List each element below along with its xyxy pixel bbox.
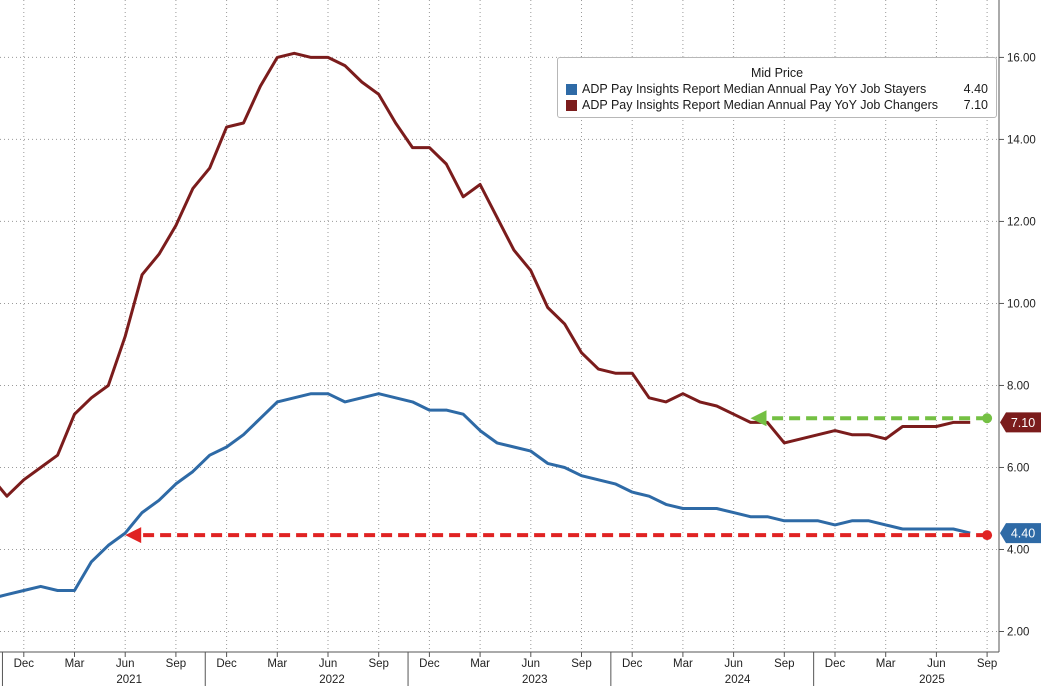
- legend-swatch-job-stayers: [566, 84, 577, 95]
- x-tick-label: Dec: [622, 658, 643, 670]
- last-value-badge: [1000, 523, 1041, 544]
- year-label: 2024: [725, 674, 751, 686]
- x-tick-label: Mar: [673, 658, 693, 670]
- last-value-tag-job-changers: 7.10: [1000, 412, 1041, 433]
- x-tick-label: Dec: [216, 658, 237, 670]
- red-arrow-head: [125, 527, 142, 544]
- x-tick-label: Jun: [116, 658, 135, 670]
- series-line-job-changers: [0, 51, 971, 498]
- x-tick-label: Sep: [571, 658, 591, 670]
- year-label: 2023: [522, 674, 548, 686]
- x-tick-label: Sep: [774, 658, 794, 670]
- year-label: 2022: [319, 674, 345, 686]
- x-tick-label: Mar: [470, 658, 490, 670]
- x-tick-label: Mar: [65, 658, 85, 670]
- year-label: 2025: [919, 674, 945, 686]
- legend-title: Mid Price: [750, 66, 804, 80]
- red-arrow-origin-dot: [982, 530, 993, 541]
- annotation-layer: [125, 410, 993, 544]
- y-tick-label: 16.00: [1007, 52, 1036, 64]
- legend-value-job-stayers: 4.40: [963, 82, 988, 96]
- last-value-label: 4.40: [1011, 527, 1035, 541]
- x-tick-label: Sep: [368, 658, 388, 670]
- last-value-label: 7.10: [1011, 416, 1035, 430]
- y-tick-label: 14.00: [1007, 134, 1036, 146]
- y-tick-label: 6.00: [1007, 462, 1029, 474]
- x-tick-label: Mar: [876, 658, 896, 670]
- x-tick-label: Sep: [166, 658, 186, 670]
- legend-name-job-stayers: ADP Pay Insights Report Median Annual Pa…: [582, 82, 927, 96]
- y-tick-label: 12.00: [1007, 216, 1036, 228]
- x-tick-label: Mar: [267, 658, 287, 670]
- series-layer: [0, 51, 971, 598]
- x-tick-label: Dec: [825, 658, 846, 670]
- y-tick-label: 10.00: [1007, 298, 1036, 310]
- x-tick-label: Jun: [927, 658, 946, 670]
- x-tick-label: Sep: [977, 658, 997, 670]
- legend-entry-job-changers: ADP Pay Insights Report Median Annual Pa…: [558, 97, 996, 113]
- legend: Mid Price ADP Pay Insights Report Median…: [557, 57, 997, 118]
- last-value-badge: [1000, 412, 1041, 433]
- legend-value-job-changers: 7.10: [963, 98, 988, 112]
- y-tick-label: 4.00: [1007, 544, 1029, 556]
- y-tick-label: 8.00: [1007, 380, 1029, 392]
- green-arrow-head: [750, 410, 767, 427]
- x-tick-label: Dec: [14, 658, 35, 670]
- x-tick-label: Jun: [319, 658, 338, 670]
- legend-name-job-changers: ADP Pay Insights Report Median Annual Pa…: [582, 98, 939, 112]
- year-label: 2021: [116, 674, 142, 686]
- last-value-tag-job-stayers: 4.40: [1000, 523, 1041, 544]
- legend-swatch-job-changers: [566, 100, 577, 111]
- legend-entry-job-stayers: ADP Pay Insights Report Median Annual Pa…: [558, 81, 996, 97]
- x-tick-label: Jun: [724, 658, 743, 670]
- green-arrow-origin-dot: [982, 413, 993, 424]
- x-tick-label: Jun: [522, 658, 541, 670]
- y-tick-label: 2.00: [1007, 626, 1029, 638]
- x-tick-label: Dec: [419, 658, 440, 670]
- series-line-job-stayers: [0, 392, 971, 598]
